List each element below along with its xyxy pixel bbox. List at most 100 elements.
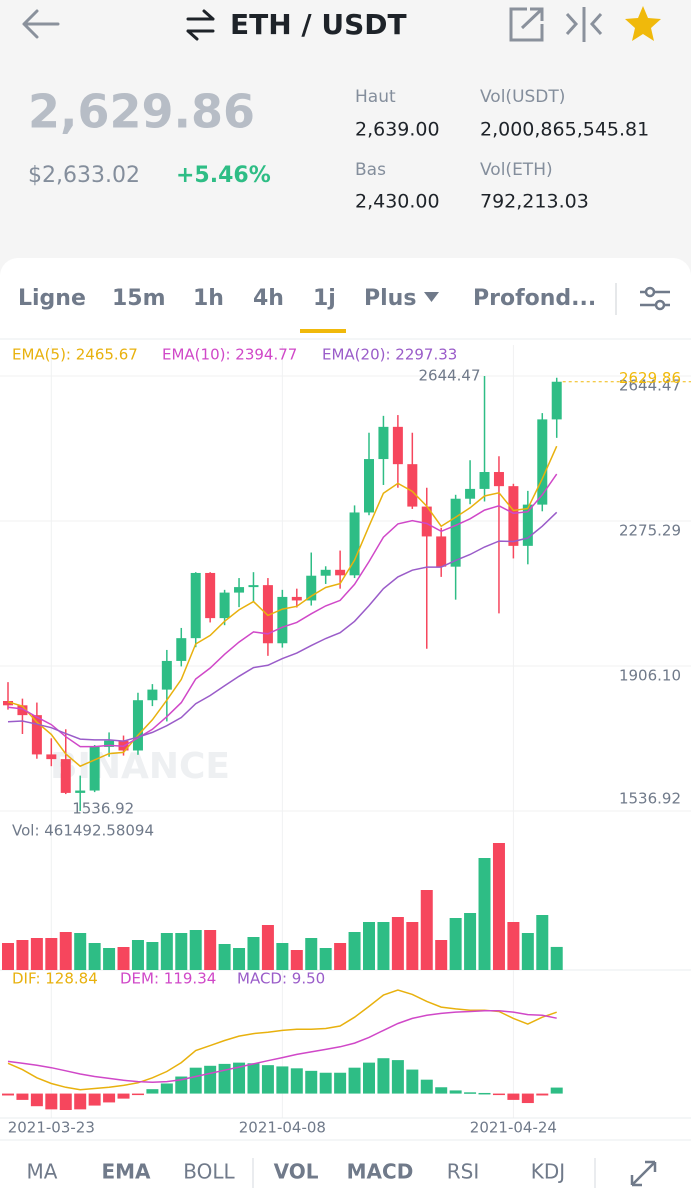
macd-bar [2,1093,14,1096]
volume-bar [406,922,419,970]
low-annotation: 1536.92 [72,800,134,818]
interval-tab[interactable]: 4h [253,286,284,311]
macd-bar [160,1083,173,1094]
indicator-tab[interactable]: RSI [447,1160,480,1184]
interval-tab[interactable]: 1j [313,286,336,311]
volume-bar [550,946,563,970]
interval-tab[interactable]: 15m [112,286,166,311]
share-icon[interactable] [509,7,544,42]
macd-bar [131,1093,144,1096]
macd-bar [218,1063,231,1094]
candle-body [522,504,533,546]
volume-bar [348,932,361,970]
candle-body [46,754,57,760]
volume-bar [59,932,72,970]
candle-body [176,638,187,661]
interval-tab[interactable]: Plus [364,286,416,311]
vol-quote-value: 2,000,865,545.81 [480,119,649,141]
swap-icon[interactable] [186,9,215,41]
volume-bar [521,933,534,970]
volume-bar [146,942,159,970]
macd-bar [492,1093,505,1096]
interval-tab[interactable]: 1h [193,286,224,311]
volume-bar [117,947,130,970]
ema-line [7,511,558,742]
volume-bar [261,925,274,970]
candle-body [479,472,490,489]
candle-body [306,575,317,601]
volume-bar [103,948,116,970]
back-button[interactable] [22,9,60,39]
candle-body [262,585,273,644]
indicator-tab[interactable]: VOL [274,1160,319,1184]
macd-bar [290,1068,303,1094]
last-price: 2,629.86 [28,85,255,139]
candle-body [190,572,201,639]
macd-bar [305,1070,318,1094]
settings-icon[interactable] [640,286,670,311]
candle-body [219,592,230,619]
x-tick-label: 2021-03-23 [8,1119,95,1137]
macd-bar [59,1093,72,1110]
macd-bar [247,1063,260,1094]
candle-body [465,488,476,499]
high-annotation: 2644.47 [418,367,480,385]
indicator-tab[interactable]: MACD [347,1160,414,1184]
macd-bar [334,1072,347,1094]
candle-body [407,464,418,507]
low-label: Bas [355,160,386,180]
ema-line [7,473,558,748]
ema-legend: EMA(10): 2394.77 [162,346,297,364]
candle-body [60,759,71,793]
macd-bar [464,1092,477,1094]
volume-bar [204,930,217,970]
indicator-tab[interactable]: EMA [101,1160,151,1184]
candle-body [31,715,42,755]
candle-body [421,506,432,537]
candle-body [320,569,331,576]
volume-bar [16,940,29,970]
y-tick-label: 1906.10 [619,667,681,685]
volume-bar [478,858,491,970]
candle-body [551,381,562,420]
candle-body [104,740,115,747]
candle-body [291,596,302,601]
macd-bar [276,1066,289,1094]
ema-legend: EMA(5): 2465.67 [12,346,138,364]
volume-bar [247,937,260,970]
macd-bar [435,1087,448,1094]
dropdown-arrow[interactable] [424,292,439,302]
favorite-star[interactable] [625,6,661,41]
macd-bar [449,1090,462,1094]
indicator-tab[interactable]: MA [27,1160,58,1184]
indicator-tab[interactable]: BOLL [183,1160,235,1184]
macd-bar [204,1065,217,1094]
candle-body [493,472,504,487]
macd-bar [117,1093,130,1099]
interval-tab[interactable]: Ligne [18,286,86,311]
high-label: Haut [355,87,396,107]
volume-bar [233,948,246,970]
candle-body [132,700,143,751]
candle-body [277,596,288,644]
compare-icon[interactable] [565,7,603,42]
macd-bar [74,1093,87,1110]
volume-bar [30,938,43,970]
macd-bar [478,1092,491,1095]
chart: BINANCE 2021-03-23 2021-04-08 2021-04-24 264… [0,345,691,1137]
volume-bar [305,938,318,970]
y-tick-label: 2644.47 [619,377,681,395]
indicator-tab[interactable]: KDJ [531,1160,565,1184]
interval-tab[interactable]: Profond... [473,286,596,311]
x-tick-label: 2021-04-08 [239,1119,326,1137]
macd-line [7,1010,557,1083]
macd-bar [391,1060,404,1094]
macd-bar [261,1065,274,1094]
pair-title: ETH / USDT [230,8,407,41]
volume-bar [45,938,58,970]
fullscreen-icon[interactable] [630,1160,657,1187]
volume-bar [492,843,505,970]
ema-legend: EMA(20): 2297.33 [322,346,457,364]
volume-bar [160,933,173,970]
